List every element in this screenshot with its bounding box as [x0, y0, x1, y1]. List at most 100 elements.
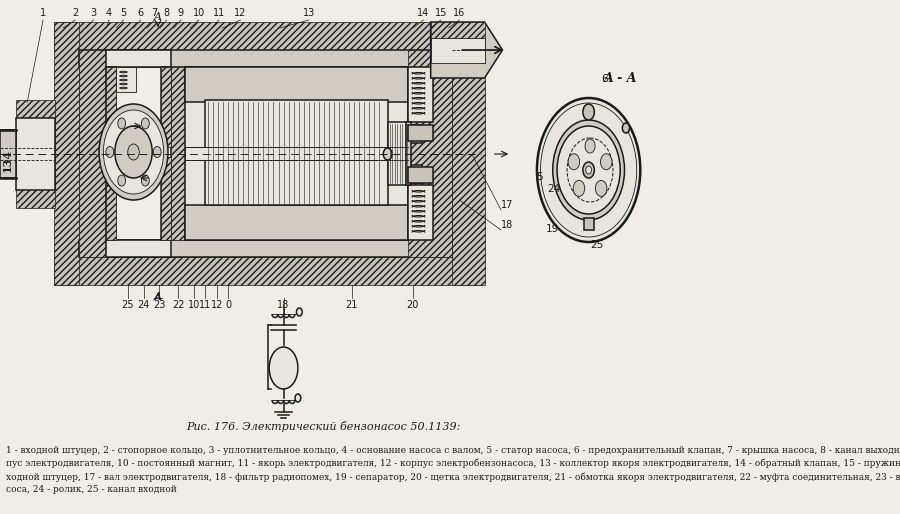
Circle shape: [541, 103, 636, 237]
Text: 3: 3: [90, 8, 96, 18]
Circle shape: [600, 154, 612, 170]
Text: 4: 4: [106, 8, 112, 18]
Circle shape: [557, 126, 620, 214]
Bar: [431, 38, 484, 63]
Bar: [204, 100, 388, 205]
Text: 11: 11: [199, 300, 212, 310]
Text: 24: 24: [138, 300, 149, 310]
Circle shape: [296, 308, 302, 316]
Bar: [583, 218, 594, 230]
Text: 18: 18: [277, 300, 290, 310]
Circle shape: [106, 146, 113, 157]
Bar: [106, 157, 116, 240]
Circle shape: [623, 123, 629, 133]
Text: 25: 25: [122, 300, 134, 310]
Text: пус электродвигателя, 10 - постоянный магнит, 11 - якорь электродвигателя, 12 - : пус электродвигателя, 10 - постоянный ма…: [5, 459, 900, 468]
Text: 17: 17: [501, 200, 513, 210]
Circle shape: [99, 104, 168, 200]
Ellipse shape: [269, 347, 298, 389]
Circle shape: [537, 98, 640, 242]
Text: 0: 0: [225, 300, 231, 310]
Circle shape: [153, 146, 161, 157]
Bar: [388, 122, 410, 185]
Text: A: A: [154, 12, 162, 22]
Bar: [79, 50, 106, 257]
Text: 11: 11: [212, 8, 225, 18]
Circle shape: [573, 180, 585, 196]
Text: ходной штуцер, 17 - вал электродвигателя, 18 - фильтр радиопомех, 19 - сепаратор: ходной штуцер, 17 - вал электродвигателя…: [5, 472, 900, 482]
Text: 20: 20: [407, 300, 418, 310]
Circle shape: [128, 144, 140, 160]
Text: соса, 24 - ролик, 25 - канал входной: соса, 24 - ролик, 25 - канал входной: [5, 485, 176, 494]
Bar: [171, 67, 185, 240]
Bar: [161, 67, 171, 240]
Bar: [161, 67, 171, 147]
Bar: [106, 240, 171, 257]
Text: 10: 10: [193, 8, 205, 18]
Text: 5: 5: [536, 172, 543, 182]
Bar: [408, 67, 433, 122]
Bar: [431, 22, 484, 50]
Circle shape: [295, 394, 301, 402]
Text: Рис. 176. Электрический бензонасос 50.1139:: Рис. 176. Электрический бензонасос 50.11…: [185, 421, 460, 432]
Bar: [406, 122, 411, 185]
Text: 134: 134: [2, 149, 13, 172]
Text: 13: 13: [302, 8, 315, 18]
Text: 25: 25: [590, 240, 604, 250]
Bar: [185, 205, 408, 240]
Bar: [116, 67, 137, 92]
Text: 1: 1: [40, 8, 46, 18]
Text: 8: 8: [164, 8, 169, 18]
Text: 7: 7: [151, 8, 158, 18]
Circle shape: [586, 166, 591, 174]
Bar: [185, 67, 408, 102]
Text: 15: 15: [435, 8, 447, 18]
Text: 6: 6: [601, 74, 608, 84]
Circle shape: [383, 148, 392, 160]
Text: A - A: A - A: [605, 72, 638, 85]
Circle shape: [583, 104, 594, 120]
Bar: [54, 22, 481, 50]
Circle shape: [583, 162, 594, 178]
Bar: [185, 67, 408, 240]
Text: 24: 24: [547, 184, 561, 194]
Text: 5: 5: [121, 8, 127, 18]
Circle shape: [568, 154, 580, 170]
Circle shape: [118, 175, 126, 186]
Bar: [54, 257, 481, 285]
Bar: [54, 22, 79, 285]
Bar: [106, 67, 116, 147]
Circle shape: [141, 175, 149, 186]
Text: 23: 23: [153, 300, 166, 310]
Text: 21: 21: [346, 300, 358, 310]
Bar: [106, 67, 116, 240]
Text: A: A: [154, 292, 162, 302]
Circle shape: [585, 139, 595, 153]
Text: 9: 9: [178, 8, 184, 18]
Polygon shape: [431, 22, 502, 78]
Text: 19: 19: [546, 224, 560, 234]
Bar: [452, 22, 484, 285]
Circle shape: [141, 118, 149, 129]
Text: 1 - входной штуцер, 2 - стопорное кольцо, 3 - уплотнительное кольцо, 4 - основан: 1 - входной штуцер, 2 - стопорное кольцо…: [5, 446, 900, 455]
Bar: [0, 130, 16, 178]
Circle shape: [553, 120, 625, 220]
Text: 12: 12: [211, 300, 223, 310]
Circle shape: [115, 126, 152, 178]
Bar: [106, 50, 171, 67]
Bar: [185, 147, 408, 160]
Text: 14: 14: [418, 8, 429, 18]
Bar: [408, 125, 422, 143]
Circle shape: [596, 180, 607, 196]
Bar: [408, 165, 422, 183]
Bar: [16, 118, 55, 190]
Circle shape: [118, 118, 126, 129]
Bar: [79, 240, 452, 257]
Bar: [161, 157, 171, 240]
Bar: [408, 125, 433, 141]
Bar: [408, 50, 452, 257]
Bar: [16, 100, 55, 208]
Text: 2: 2: [72, 8, 78, 18]
Circle shape: [104, 110, 164, 194]
Text: 18: 18: [501, 220, 513, 230]
